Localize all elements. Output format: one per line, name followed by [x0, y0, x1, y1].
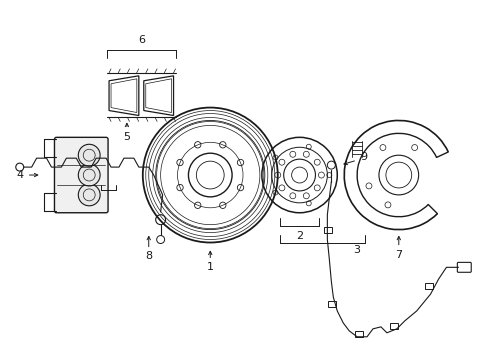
Text: 1: 1 [206, 262, 213, 272]
Text: 9: 9 [360, 152, 367, 162]
Text: 5: 5 [123, 132, 130, 142]
FancyBboxPatch shape [54, 137, 108, 213]
Circle shape [78, 164, 100, 186]
Text: 8: 8 [145, 251, 152, 261]
Text: 2: 2 [295, 230, 303, 240]
Circle shape [78, 144, 100, 166]
Text: 4: 4 [16, 170, 23, 180]
Text: 7: 7 [394, 251, 402, 260]
Circle shape [78, 184, 100, 206]
Text: 3: 3 [353, 246, 360, 256]
Text: 6: 6 [138, 35, 144, 45]
